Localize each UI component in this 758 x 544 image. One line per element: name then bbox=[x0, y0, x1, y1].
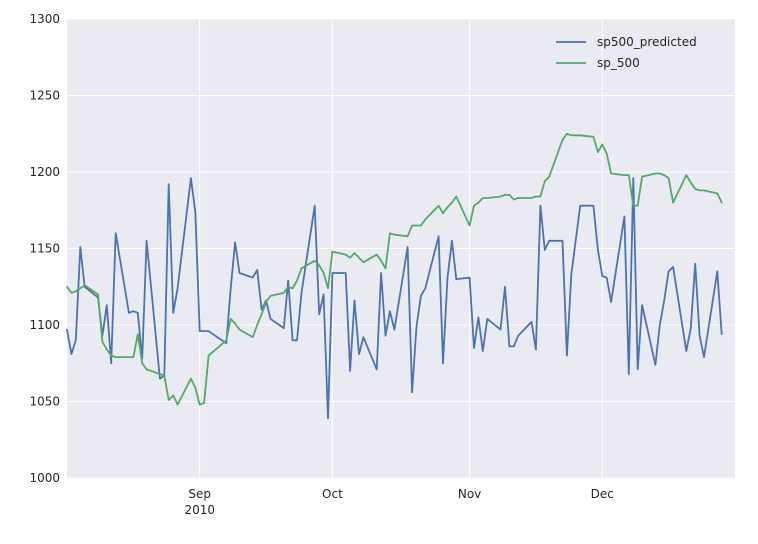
y-tick-label: 1000 bbox=[29, 471, 60, 485]
x-tick-label: Dec bbox=[591, 487, 614, 501]
series-layer bbox=[66, 132, 723, 420]
y-tick-label: 1100 bbox=[29, 318, 60, 332]
grid bbox=[67, 18, 735, 479]
y-tick-label: 1200 bbox=[29, 165, 60, 179]
legend-label-sp500-predicted: sp500_predicted bbox=[597, 35, 697, 49]
series-line-sp-500 bbox=[66, 132, 723, 406]
legend: sp500_predicted sp_500 bbox=[556, 35, 697, 70]
y-tick-label: 1050 bbox=[29, 395, 60, 409]
x-axis: Sep 2010 Oct Nov Dec bbox=[184, 487, 613, 517]
x-tick-label: Oct bbox=[322, 487, 343, 501]
x-tick-label: Nov bbox=[458, 487, 481, 501]
y-axis: 1000 1050 1100 1150 1200 1250 1300 bbox=[29, 12, 60, 485]
x-tick-sublabel: 2010 bbox=[184, 503, 215, 517]
y-tick-label: 1300 bbox=[29, 12, 60, 26]
y-tick-label: 1150 bbox=[29, 242, 60, 256]
series-line-sp500-predicted bbox=[66, 177, 723, 420]
x-tick-label: Sep bbox=[188, 487, 211, 501]
y-tick-label: 1250 bbox=[29, 89, 60, 103]
legend-label-sp-500: sp_500 bbox=[597, 56, 640, 70]
